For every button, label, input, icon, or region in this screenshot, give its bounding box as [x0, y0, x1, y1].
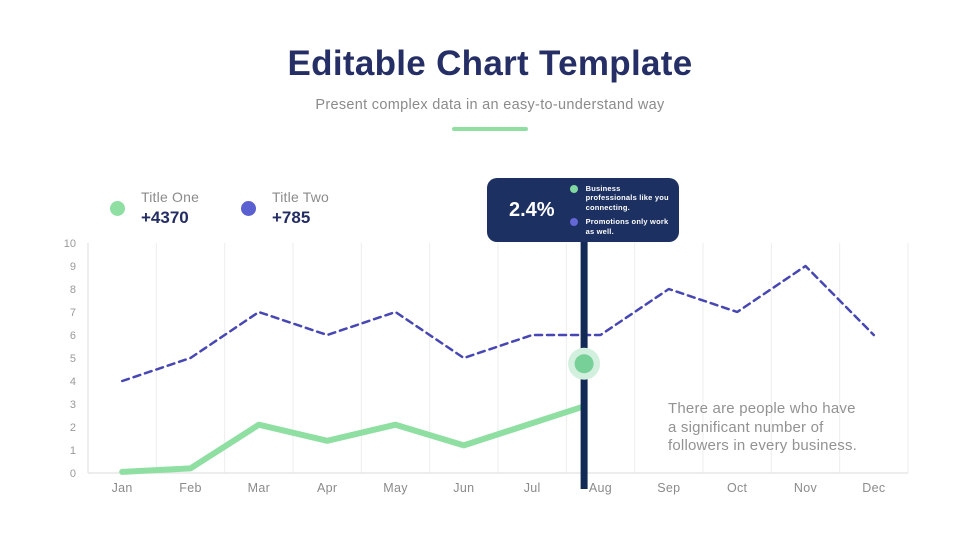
legend-label: Title Two [272, 189, 330, 205]
y-axis-tick-label: 5 [70, 353, 76, 365]
x-axis-month-label: Aug [589, 481, 612, 495]
tooltip-item-label: Promotions only work as well. [585, 217, 669, 236]
tooltip-purple-dot-icon [569, 218, 578, 227]
y-axis-tick-label: 2 [70, 422, 76, 434]
series-two-dot-icon [241, 201, 256, 216]
annotation-line: followers in every business. [668, 437, 858, 454]
legend-item-title-two: Title Two +785 [241, 189, 329, 228]
tooltip-value: 2.4% [509, 198, 555, 221]
series-one-dot-icon [110, 201, 125, 216]
series-line-title-two [120, 264, 876, 383]
legend-value: +4370 [141, 208, 189, 227]
x-axis-month-label: Mar [248, 481, 270, 495]
tooltip-legend: Business professionals like you connecti… [569, 183, 671, 237]
chart-annotation: There are people who have a significant … [668, 400, 857, 456]
x-axis-month-label: May [383, 481, 408, 495]
x-axis-month-label: Oct [727, 481, 748, 495]
subtitle-underline [452, 127, 528, 131]
y-axis-tick-label: 9 [70, 261, 76, 273]
x-axis-month-label: Sep [657, 481, 680, 495]
tooltip-green-dot-icon [569, 184, 578, 193]
y-axis-tick-label: 7 [70, 307, 76, 319]
legend-item-title-one: Title One +4370 [110, 189, 199, 228]
page-title: Editable Chart Template [287, 44, 693, 83]
y-axis-tick-label: 8 [70, 284, 76, 296]
marker-dot [574, 354, 594, 374]
y-axis-tick-label: 4 [70, 376, 76, 388]
annotation-line: There are people who have [668, 400, 856, 417]
y-axis-tick-label: 10 [64, 238, 76, 250]
legend-text: Title Two +785 [272, 189, 329, 228]
y-axis-tick-label: 6 [70, 330, 76, 342]
y-axis-tick-label: 1 [70, 445, 76, 457]
legend-text: Title One +4370 [141, 189, 199, 228]
x-axis-month-label: Feb [179, 481, 201, 495]
tooltip-item-label: Business professionals like you connecti… [585, 183, 669, 212]
x-axis-month-label: Jan [112, 481, 133, 495]
chart-tooltip: 2.4% Business professionals like you con… [487, 178, 679, 242]
tooltip-item: Business professionals like you connecti… [569, 183, 671, 213]
tooltip-item: Promotions only work as well. [569, 217, 671, 236]
x-axis-month-label: Jul [524, 481, 541, 495]
x-axis-month-label: Apr [317, 481, 337, 495]
x-axis-month-label: Dec [862, 481, 885, 495]
series-line-title-one [119, 403, 588, 475]
x-axis-month-label: Jun [453, 481, 474, 495]
y-axis-tick-label: 3 [70, 399, 76, 411]
legend-label: Title One [141, 189, 200, 205]
y-axis-tick-label: 0 [70, 468, 76, 480]
legend-value: +785 [272, 208, 311, 227]
page-subtitle: Present complex data in an easy-to-under… [315, 97, 665, 113]
annotation-line: a significant number of [668, 418, 824, 436]
x-axis-month-label: Nov [794, 481, 818, 495]
